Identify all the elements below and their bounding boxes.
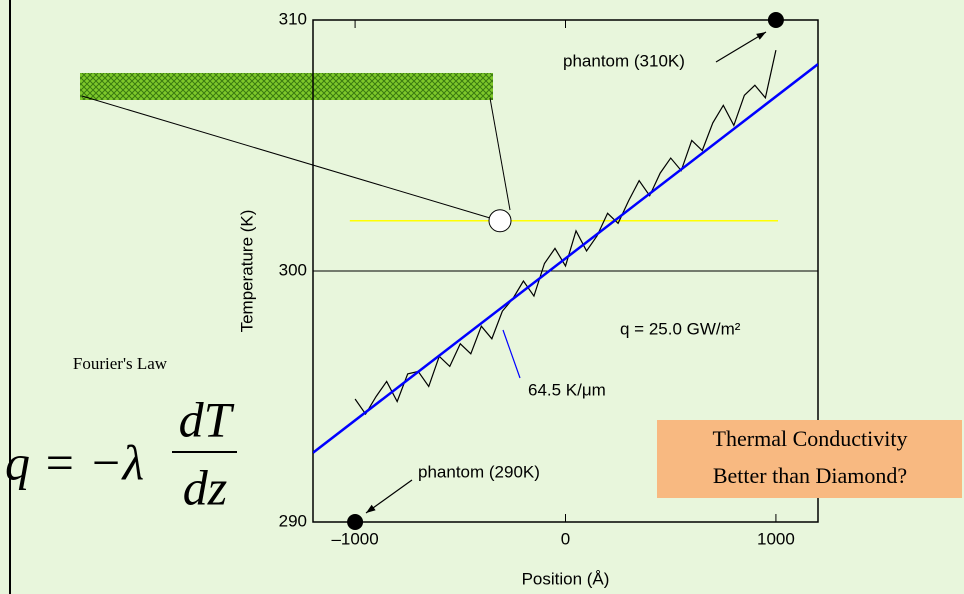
x-tick-label: 0: [561, 529, 570, 548]
y-tick-label: 290: [279, 511, 307, 530]
zoom-line: [81, 95, 491, 219]
arrow-head: [366, 504, 376, 513]
annotation: q = 25.0 GW/m²: [620, 319, 741, 338]
callout-box: [657, 420, 962, 498]
nanotube-image: [80, 73, 493, 100]
arrow: [502, 329, 521, 379]
x-tick-label: 1000: [757, 529, 795, 548]
phantom-point: [347, 514, 364, 530]
annotation: phantom (290K): [418, 462, 540, 481]
arrow: [715, 31, 767, 63]
y-tick-label: 300: [279, 260, 307, 279]
law-label: Fourier's Law: [73, 354, 168, 373]
arrow: [365, 479, 413, 514]
equation-denominator: dz: [183, 459, 227, 515]
callout-text: Better than Diamond?: [713, 463, 907, 488]
zoom-circle: [488, 209, 512, 233]
arrow-head: [756, 32, 766, 40]
phantom-point: [767, 12, 784, 28]
y-axis-label: Temperature (K): [237, 210, 256, 333]
callout-text: Thermal Conductivity: [713, 426, 908, 451]
x-axis-label: Position (Å): [522, 569, 610, 588]
equation: q = −λ: [5, 434, 144, 490]
temperature-line: [354, 49, 777, 416]
annotation: phantom (310K): [563, 51, 685, 70]
x-tick-label: –1000: [331, 529, 378, 548]
annotation: 64.5 K/μm: [528, 380, 606, 399]
y-tick-label: 310: [279, 9, 307, 28]
zoom-line: [489, 97, 511, 211]
equation-numerator: dT: [179, 391, 235, 447]
fit-line: [313, 63, 818, 454]
